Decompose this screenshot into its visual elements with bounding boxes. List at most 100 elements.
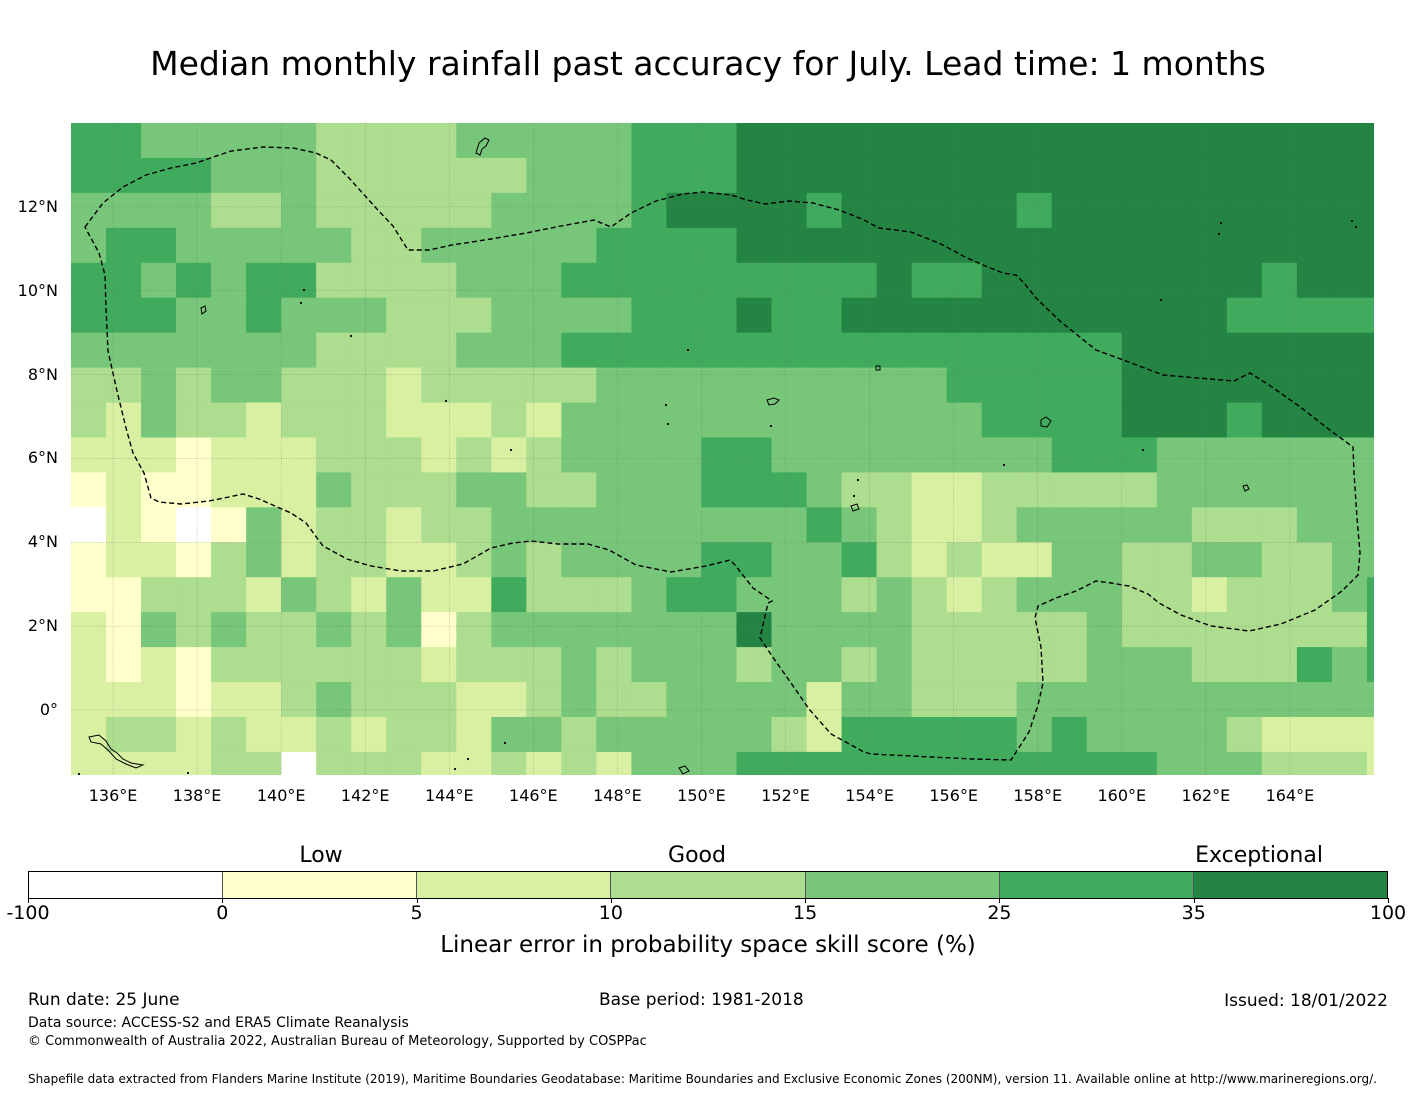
skill-cell <box>176 332 212 369</box>
skill-cell <box>561 682 597 718</box>
skill-cell <box>1121 297 1158 334</box>
skill-cell <box>806 716 843 753</box>
skill-cell <box>141 402 177 439</box>
skill-cell <box>526 123 562 159</box>
skill-cell <box>1086 542 1123 578</box>
skill-cell <box>211 751 247 775</box>
skill-cell <box>176 192 212 229</box>
colorbar-tick-mark <box>416 898 418 903</box>
skill-cell <box>981 402 1018 439</box>
skill-cell <box>106 472 142 508</box>
skill-cell <box>736 647 773 683</box>
atoll-dot <box>1219 221 1223 225</box>
skill-cell <box>1051 682 1088 718</box>
skill-cell <box>1121 123 1158 159</box>
skill-cell <box>1156 157 1193 194</box>
skill-cell <box>1296 542 1333 578</box>
skill-cell <box>246 297 282 334</box>
skill-cell <box>281 157 317 194</box>
skill-cell <box>911 542 948 578</box>
skill-cell <box>1051 751 1088 775</box>
skill-cell <box>176 542 212 578</box>
skill-cell <box>771 682 808 718</box>
skill-cell <box>911 647 948 683</box>
skill-cell <box>1156 612 1193 648</box>
skill-cell <box>1086 157 1123 194</box>
skill-cell <box>71 647 107 683</box>
skill-cell <box>351 647 387 683</box>
map-title: Median monthly rainfall past accuracy fo… <box>150 44 1266 83</box>
skill-cell <box>1121 402 1158 439</box>
skill-cell <box>1121 612 1158 648</box>
skill-cell <box>1121 577 1158 613</box>
skill-cell <box>456 612 492 648</box>
skill-cell <box>246 682 282 718</box>
skill-cell <box>71 332 107 369</box>
skill-cell <box>316 507 352 543</box>
skill-cell <box>211 507 247 543</box>
skill-cell <box>351 123 387 159</box>
skill-cell <box>596 367 633 404</box>
skill-cell <box>316 647 352 683</box>
skill-cell <box>71 577 107 613</box>
skill-cell <box>351 402 387 439</box>
skill-cell <box>456 297 492 334</box>
skill-cell <box>281 192 317 229</box>
skill-cell <box>736 227 773 264</box>
skill-cell <box>1296 751 1333 775</box>
colorbar-tick-label: -100 <box>6 902 50 924</box>
skill-cell <box>141 612 177 648</box>
skill-cell <box>71 437 107 473</box>
skill-cell <box>316 682 352 718</box>
skill-cell <box>561 647 597 683</box>
skill-cell <box>1016 192 1053 229</box>
skill-cell <box>1121 472 1158 508</box>
skill-cell <box>806 507 843 543</box>
skill-cell <box>421 297 457 334</box>
skill-cell <box>316 157 352 194</box>
skill-cell <box>1366 262 1374 299</box>
skill-cell <box>456 437 492 473</box>
skill-cell <box>911 682 948 718</box>
skill-cell <box>491 297 527 334</box>
run-date: Run date: 25 June <box>28 990 180 1010</box>
skill-cell <box>1016 751 1053 775</box>
skill-cell <box>351 227 387 264</box>
skill-cell <box>561 716 597 753</box>
skill-cell <box>1366 751 1374 775</box>
skill-cell <box>911 157 948 194</box>
skill-cell <box>701 716 738 753</box>
skill-cell <box>666 437 703 473</box>
skill-cell <box>456 332 492 369</box>
skill-cell <box>456 262 492 299</box>
skill-cell <box>106 682 142 718</box>
skill-cell <box>876 437 913 473</box>
skill-cell <box>911 332 948 369</box>
skill-cell <box>1156 472 1193 508</box>
skill-cell <box>1086 751 1123 775</box>
skill-cell <box>736 123 773 159</box>
skill-cell <box>876 367 913 404</box>
skill-cell <box>421 367 457 404</box>
skill-cell <box>1261 647 1298 683</box>
skill-cell <box>561 297 597 334</box>
skill-cell <box>316 612 352 648</box>
skill-cell <box>841 716 878 753</box>
skill-cell <box>1121 751 1158 775</box>
skill-cell <box>316 227 352 264</box>
skill-cell <box>1331 612 1368 648</box>
skill-cell <box>596 577 633 613</box>
skill-cell <box>666 751 703 775</box>
atoll-dot <box>1217 232 1221 236</box>
skill-cell <box>141 647 177 683</box>
skill-cell <box>631 367 668 404</box>
skill-cell <box>176 612 212 648</box>
skill-cell <box>806 612 843 648</box>
skill-cell <box>701 192 738 229</box>
skill-cell <box>1331 227 1368 264</box>
skill-cell <box>351 577 387 613</box>
skill-cell <box>141 716 177 753</box>
skill-cell <box>1086 577 1123 613</box>
colorbar <box>28 871 1388 899</box>
skill-cell <box>1086 716 1123 753</box>
